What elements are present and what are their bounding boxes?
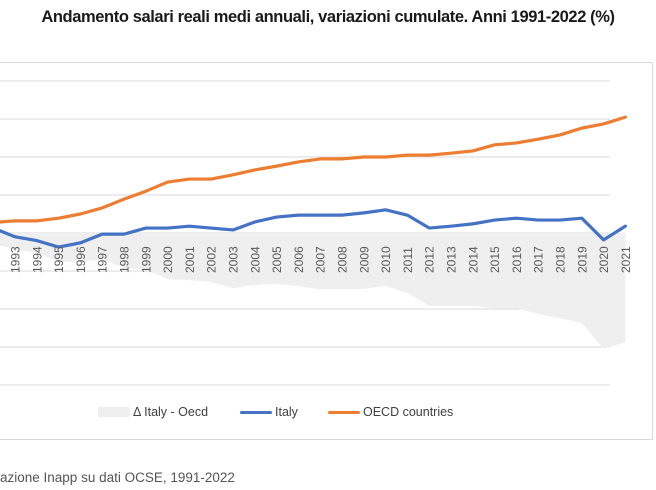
legend-item-italy: Italy — [240, 405, 298, 419]
legend-item-delta: Δ Italy - Oecd — [98, 405, 208, 419]
x-tick-label: 1993 — [9, 246, 23, 273]
x-tick-label: 1994 — [30, 246, 44, 273]
x-tick-label: 1995 — [52, 246, 66, 273]
x-tick-label: 2005 — [270, 246, 284, 273]
x-tick-label: 2007 — [314, 246, 328, 273]
x-tick-label: 2018 — [554, 246, 568, 273]
x-tick-label: 1997 — [96, 246, 110, 273]
x-tick-label: 1998 — [118, 246, 132, 273]
legend: Δ Italy - Oecd Italy OECD countries — [0, 405, 656, 425]
x-tick-label: 2014 — [466, 246, 480, 273]
x-tick-label: 2008 — [336, 246, 350, 273]
x-tick-label: 2009 — [357, 246, 371, 273]
x-tick-label: 2017 — [532, 246, 546, 273]
x-tick-label: 2016 — [510, 246, 524, 273]
legend-item-oecd: OECD countries — [328, 405, 453, 419]
x-tick-label: 2012 — [423, 246, 437, 273]
x-tick-label: 2006 — [292, 246, 306, 273]
legend-label-italy: Italy — [275, 405, 298, 419]
x-tick-label: 1996 — [74, 246, 88, 273]
legend-swatch-delta — [98, 407, 130, 417]
x-tick-label: 2000 — [161, 246, 175, 273]
x-tick-label: 2019 — [575, 246, 589, 273]
x-tick-label: 2010 — [379, 246, 393, 273]
legend-swatch-italy — [240, 410, 272, 414]
legend-label-delta: Δ Italy - Oecd — [133, 405, 209, 419]
source-note: azione Inapp su dati OCSE, 1991-2022 — [0, 470, 235, 485]
chart-frame — [0, 62, 653, 440]
oecd-line — [0, 115, 628, 224]
x-tick-label: 2003 — [227, 246, 241, 273]
legend-label-oecd: OECD countries — [363, 405, 454, 419]
chart-title: Andamento salari reali medi annuali, var… — [41, 8, 615, 26]
x-tick-label: 2001 — [183, 246, 197, 273]
x-tick-label: 2020 — [597, 246, 611, 273]
x-tick-label: 2002 — [205, 246, 219, 273]
delta-area — [0, 233, 626, 349]
x-tick-label: 1999 — [139, 246, 153, 273]
x-tick-label: 2021 — [619, 246, 633, 273]
x-tick-label: 2013 — [445, 246, 459, 273]
x-tick-label: 2015 — [488, 246, 502, 273]
legend-swatch-oecd — [328, 410, 360, 414]
italy-line — [0, 208, 628, 249]
x-tick-label: 2004 — [248, 246, 262, 273]
x-tick-label: 2011 — [401, 247, 415, 273]
